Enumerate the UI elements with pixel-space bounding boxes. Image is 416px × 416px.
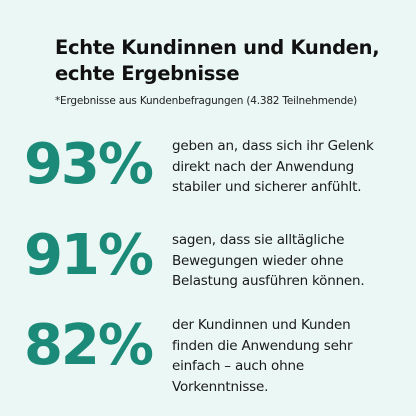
stat-text-line: einfach – auch ohne — [172, 358, 304, 374]
stat-text-line: geben an, dass sich ihr Gelenk — [172, 138, 374, 154]
stat-text-line: Belastung ausführen können. — [172, 273, 365, 289]
title-line: Echte Kundinnen und Kunden, — [55, 36, 380, 59]
stat-text-line: der Kundinnen und Kunden — [172, 317, 351, 333]
title-line: echte Ergebnisse — [55, 62, 240, 85]
stat-text-line: stabiler und sicherer anfühlt. — [172, 179, 362, 195]
stat-text-line: finden die Anwendung sehr — [172, 337, 353, 354]
stat-figure: 91% — [23, 223, 154, 288]
stat-text-line: direkt nach der Anwendung — [172, 158, 355, 175]
stat-text-line: Bewegungen wieder ohne — [172, 252, 344, 269]
note: *Ergebnisse aus Kundenbefragungen (4.382… — [55, 95, 358, 107]
stat-figure: 82% — [23, 313, 154, 378]
stat-text-line: Vorkenntnisse. — [172, 378, 269, 395]
stat-text-line: sagen, dass sie alltägliche — [172, 232, 345, 248]
stat-figure: 93% — [23, 132, 154, 197]
